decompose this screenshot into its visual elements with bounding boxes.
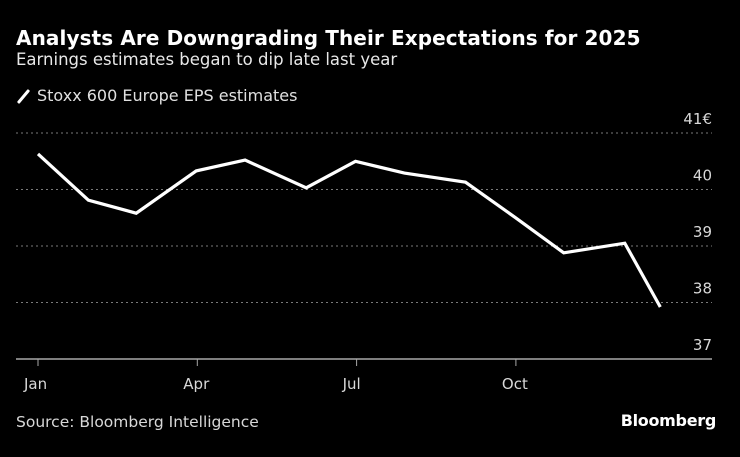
x-axis: Jan Apr Jul Oct: [16, 358, 712, 393]
series: [36, 152, 662, 308]
source-note: Source: Bloomberg Intelligence: [16, 413, 259, 431]
series-line: [36, 152, 662, 308]
gridlines: [16, 132, 712, 303]
y-tick-label: 40: [693, 167, 712, 185]
bloomberg-logo: Bloomberg: [620, 411, 717, 430]
y-tick-label: 37: [693, 336, 712, 354]
chart-subtitle: Earnings estimates began to dip late las…: [16, 50, 398, 69]
legend-label: Stoxx 600 Europe EPS estimates: [37, 86, 298, 105]
y-tick-label: 38: [693, 280, 712, 298]
chart-title: Analysts Are Downgrading Their Expectati…: [16, 26, 641, 50]
x-tick-label: Apr: [183, 375, 210, 393]
x-tick-label: Jul: [342, 375, 361, 393]
y-tick-label: 41€: [683, 110, 712, 128]
x-tick-label: Oct: [502, 375, 528, 393]
legend: Stoxx 600 Europe EPS estimates: [16, 86, 297, 105]
x-tick-label: Jan: [23, 375, 47, 393]
y-axis-labels: 41€ 40 39 38 37: [683, 110, 712, 354]
y-tick-label: 39: [693, 223, 712, 241]
